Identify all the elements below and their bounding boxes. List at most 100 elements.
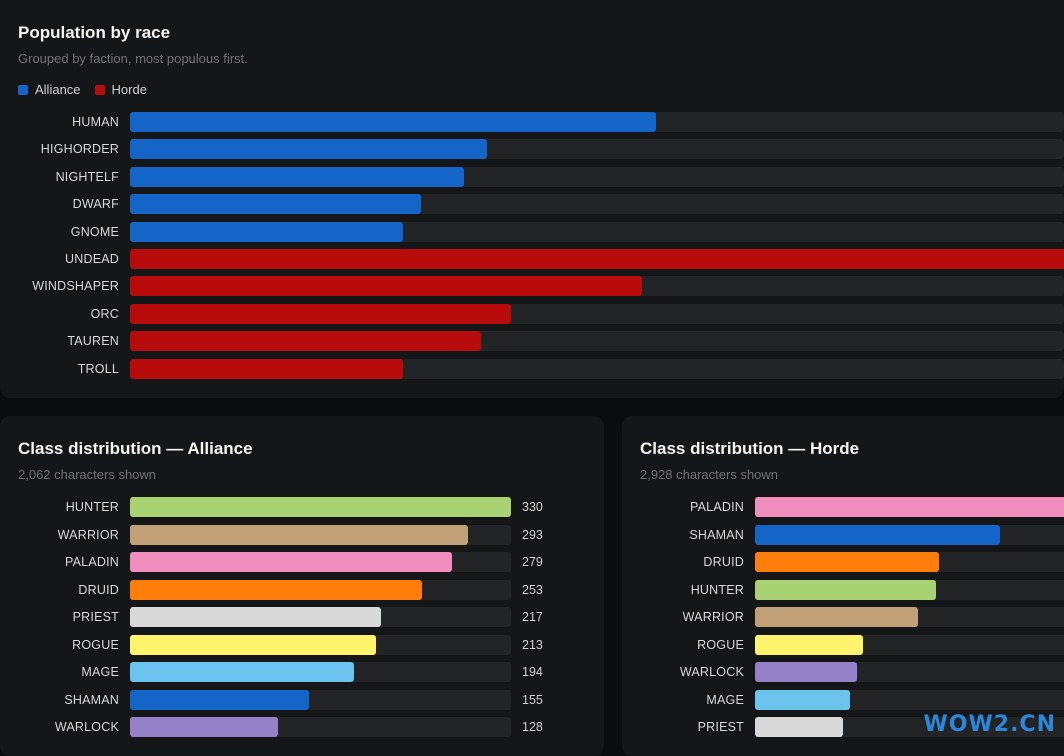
alliance-bar-warlock	[130, 717, 278, 737]
race-label-troll: TROLL	[77, 361, 119, 376]
watermark-logo: WOW2.CN	[923, 712, 1056, 737]
alliance-bar-mage	[130, 662, 354, 682]
race-bar-undead	[130, 249, 1064, 269]
horde-track-hunter	[755, 579, 1064, 600]
race-track-windshaper	[130, 276, 1064, 297]
horde-track-mage	[755, 689, 1064, 710]
race-row-dwarf: DWARF	[0, 194, 1064, 215]
race-bar-dwarf	[130, 194, 422, 215]
alliance-chart-subtitle: 2,062 characters shown	[18, 467, 157, 482]
horde-bar-paladin	[755, 497, 1064, 517]
alliance-label-priest: PRIEST	[72, 610, 119, 624]
horde-track-priest	[755, 717, 1064, 737]
alliance-bar-warrior	[130, 524, 469, 545]
alliance-value-mage: 194	[522, 665, 543, 679]
alliance-bar-shaman	[130, 689, 309, 710]
race-row-human: HUMAN	[0, 112, 1064, 132]
horde-bar-priest	[755, 717, 843, 737]
race-row-undead: UNDEAD	[0, 249, 1064, 269]
alliance-value-hunter: 330	[522, 500, 543, 514]
alliance-row-druid: DRUID 253	[0, 579, 604, 600]
race-label-orc: ORC	[90, 306, 119, 321]
race-population-card: Population by race Grouped by faction, m…	[0, 23, 1064, 379]
alliance-value-priest: 217	[522, 610, 543, 624]
race-label-gnome: GNOME	[70, 224, 119, 239]
race-track-tauren	[130, 331, 1064, 352]
race-label-human: HUMAN	[72, 115, 119, 129]
race-row-windshaper: WINDSHAPER	[0, 276, 1064, 297]
horde-bar-druid	[755, 552, 940, 572]
alliance-track-rogue	[130, 634, 511, 655]
race-chart-subtitle: Grouped by faction, most populous first.	[18, 51, 248, 66]
race-bar-windshaper	[130, 276, 643, 297]
alliance-track-hunter	[130, 497, 511, 517]
race-track-human	[130, 112, 1064, 132]
alliance-track-warlock	[130, 717, 511, 737]
horde-label-paladin: PALADIN	[690, 500, 744, 514]
horde-row-paladin: PALADIN	[622, 497, 1064, 517]
race-legend: Alliance Horde	[18, 82, 161, 97]
race-bar-human	[130, 112, 657, 132]
horde-row-mage: MAGE	[622, 689, 1064, 710]
race-bar-troll	[130, 358, 403, 379]
alliance-value-rogue: 213	[522, 637, 543, 652]
horde-track-paladin	[755, 497, 1064, 517]
horde-label-shaman: SHAMAN	[689, 527, 744, 542]
alliance-value-paladin: 279	[522, 555, 543, 569]
horde-class-card: Class distribution — Horde 2,928 charact…	[622, 416, 1064, 756]
race-track-orc	[130, 303, 1064, 324]
horde-label-mage: MAGE	[706, 692, 744, 707]
horde-track-warlock	[755, 662, 1064, 682]
race-bar-orc	[130, 303, 511, 324]
race-row-gnome: GNOME	[0, 221, 1064, 242]
alliance-value-warlock: 128	[522, 720, 543, 734]
alliance-chart-title: Class distribution — Alliance	[18, 439, 253, 458]
horde-label-rogue: ROGUE	[697, 637, 744, 652]
horde-bar-rogue	[755, 634, 864, 655]
alliance-value-shaman: 155	[522, 692, 543, 707]
horde-row-warlock: WARLOCK	[622, 662, 1064, 682]
horde-track-warrior	[755, 607, 1064, 627]
horde-label-warrior: WARRIOR	[682, 610, 744, 624]
alliance-value-druid: 253	[522, 582, 543, 597]
race-track-dwarf	[130, 194, 1064, 215]
alliance-row-warlock: WARLOCK 128	[0, 717, 604, 737]
horde-label-priest: PRIEST	[697, 720, 744, 734]
legend-item-horde: Horde	[94, 82, 147, 97]
alliance-track-paladin	[130, 552, 511, 572]
horde-track-druid	[755, 552, 1064, 572]
race-track-troll	[130, 358, 1064, 379]
alliance-track-shaman	[130, 689, 511, 710]
alliance-label-rogue: ROGUE	[72, 637, 119, 652]
alliance-bar-priest	[130, 607, 381, 627]
alliance-label-warrior: WARRIOR	[57, 527, 119, 542]
legend-label-horde: Horde	[111, 82, 147, 97]
legend-swatch-horde	[94, 84, 105, 95]
race-row-tauren: TAUREN	[0, 331, 1064, 352]
alliance-track-mage	[130, 662, 511, 682]
alliance-bar-druid	[130, 579, 423, 600]
race-label-windshaper: WINDSHAPER	[32, 279, 119, 294]
race-row-nightelf: NIGHTELF	[0, 166, 1064, 187]
race-track-undead	[130, 249, 1064, 269]
alliance-value-warrior: 293	[522, 527, 543, 542]
race-label-undead: UNDEAD	[65, 252, 119, 266]
race-track-highorder	[130, 139, 1064, 160]
race-track-nightelf	[130, 166, 1064, 187]
alliance-row-hunter: HUNTER 330	[0, 497, 604, 517]
horde-row-hunter: HUNTER	[622, 579, 1064, 600]
alliance-class-card: Class distribution — Alliance 2,062 char…	[0, 416, 604, 756]
race-label-tauren: TAUREN	[67, 334, 119, 349]
alliance-label-paladin: PALADIN	[65, 555, 119, 569]
horde-row-rogue: ROGUE	[622, 634, 1064, 655]
horde-row-priest: PRIEST	[622, 717, 1064, 737]
alliance-row-warrior: WARRIOR 293	[0, 524, 604, 545]
alliance-label-shaman: SHAMAN	[64, 692, 119, 707]
horde-track-shaman	[755, 524, 1064, 545]
horde-bar-shaman	[755, 524, 1001, 545]
horde-label-druid: DRUID	[703, 555, 744, 569]
race-row-orc: ORC	[0, 303, 1064, 324]
alliance-label-warlock: WARLOCK	[54, 720, 119, 734]
horde-chart-title: Class distribution — Horde	[640, 439, 860, 458]
horde-bar-warrior	[755, 607, 919, 627]
